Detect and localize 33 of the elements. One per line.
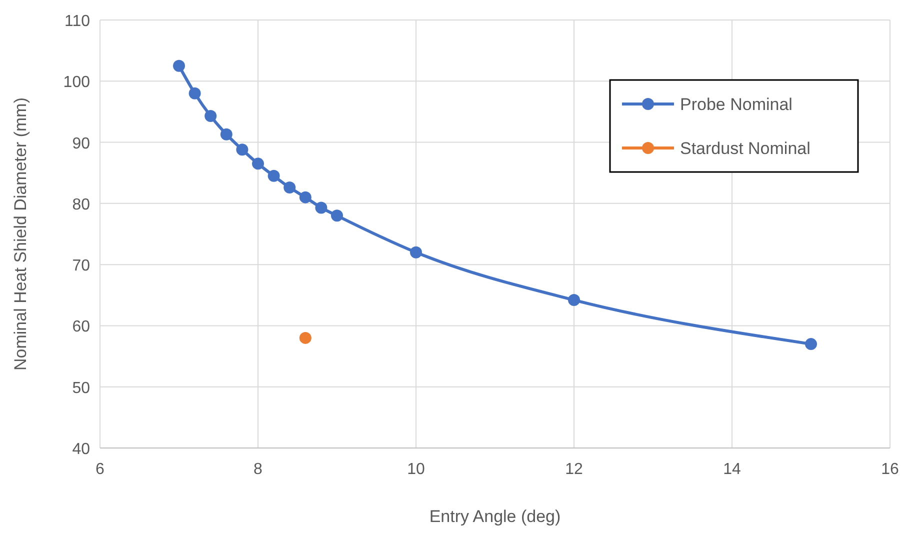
y-tick-label: 100 bbox=[63, 74, 90, 92]
legend-label: Stardust Nominal bbox=[680, 139, 810, 158]
point bbox=[315, 202, 328, 214]
x-tick-label: 12 bbox=[565, 461, 583, 478]
point bbox=[204, 110, 217, 122]
point bbox=[236, 144, 248, 156]
x-tick-label: 10 bbox=[407, 461, 425, 478]
y-tick-label: 40 bbox=[72, 441, 90, 458]
point bbox=[173, 60, 185, 72]
y-axis-title: Nominal Heat Shield Diameter (mm) bbox=[11, 97, 30, 371]
point bbox=[568, 294, 580, 306]
y-tick-label: 90 bbox=[72, 135, 90, 152]
point bbox=[805, 338, 817, 350]
x-tick-label: 14 bbox=[723, 461, 741, 478]
point bbox=[284, 182, 296, 194]
point bbox=[299, 191, 312, 204]
x-tick-label: 16 bbox=[881, 461, 899, 478]
point bbox=[331, 210, 343, 222]
x-tick-label: 6 bbox=[96, 461, 105, 478]
y-tick-label: 70 bbox=[72, 258, 90, 275]
x-axis-title: Entry Angle (deg) bbox=[429, 507, 561, 526]
legend-label: Probe Nominal bbox=[680, 95, 792, 114]
point bbox=[299, 332, 312, 344]
x-tick-label: 8 bbox=[254, 461, 263, 478]
point bbox=[220, 128, 232, 140]
point bbox=[410, 246, 422, 258]
y-tick-label: 80 bbox=[72, 196, 90, 214]
point bbox=[268, 170, 280, 182]
point bbox=[252, 158, 264, 170]
y-tick-label: 60 bbox=[72, 318, 90, 336]
y-tick-label: 50 bbox=[72, 380, 90, 397]
point bbox=[188, 87, 201, 100]
y-tick-label: 110 bbox=[64, 13, 90, 30]
